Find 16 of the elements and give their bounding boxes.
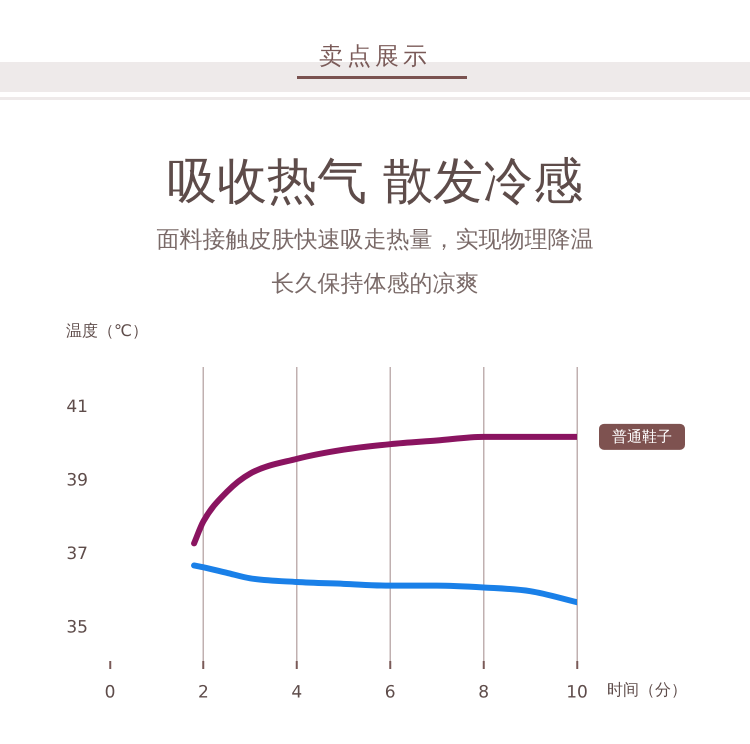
y-tick-label: 35 bbox=[66, 617, 88, 638]
text: 卖点展示 bbox=[318, 41, 432, 72]
y-tick-label: 39 bbox=[66, 470, 88, 490]
y-tick-label: 37 bbox=[66, 544, 88, 564]
text: 普通鞋子 bbox=[612, 428, 672, 446]
x-tick-label: 2 bbox=[198, 682, 209, 703]
x-tick-label: 10 bbox=[566, 682, 588, 703]
x-tick-label: 6 bbox=[384, 682, 396, 703]
x-axis-title: 时间（分） bbox=[607, 680, 687, 700]
y-tick-label: 41 bbox=[66, 396, 88, 417]
y-axis-title: 温度（℃） bbox=[66, 321, 148, 340]
x-tick-label: 8 bbox=[478, 682, 490, 703]
x-tick-label: 4 bbox=[291, 682, 302, 703]
chart-subtitle: 面料接触皮肤快速吸走热量，实现物理降温长久保持体感的凉爽 bbox=[156, 226, 594, 299]
chart-title: 吸收热气 散发冷感 bbox=[166, 151, 584, 212]
x-tick-label: 0 bbox=[104, 682, 116, 703]
